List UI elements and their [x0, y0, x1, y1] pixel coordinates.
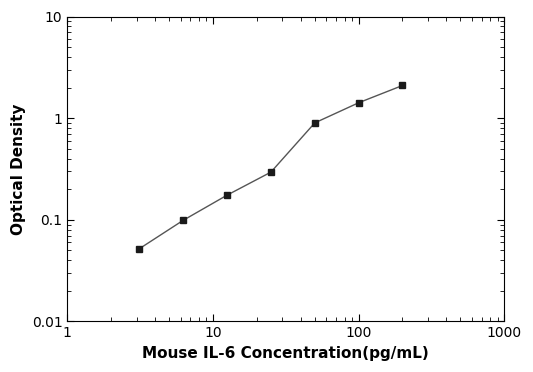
Y-axis label: Optical Density: Optical Density — [11, 103, 26, 235]
X-axis label: Mouse IL-6 Concentration(pg/mL): Mouse IL-6 Concentration(pg/mL) — [142, 346, 429, 361]
